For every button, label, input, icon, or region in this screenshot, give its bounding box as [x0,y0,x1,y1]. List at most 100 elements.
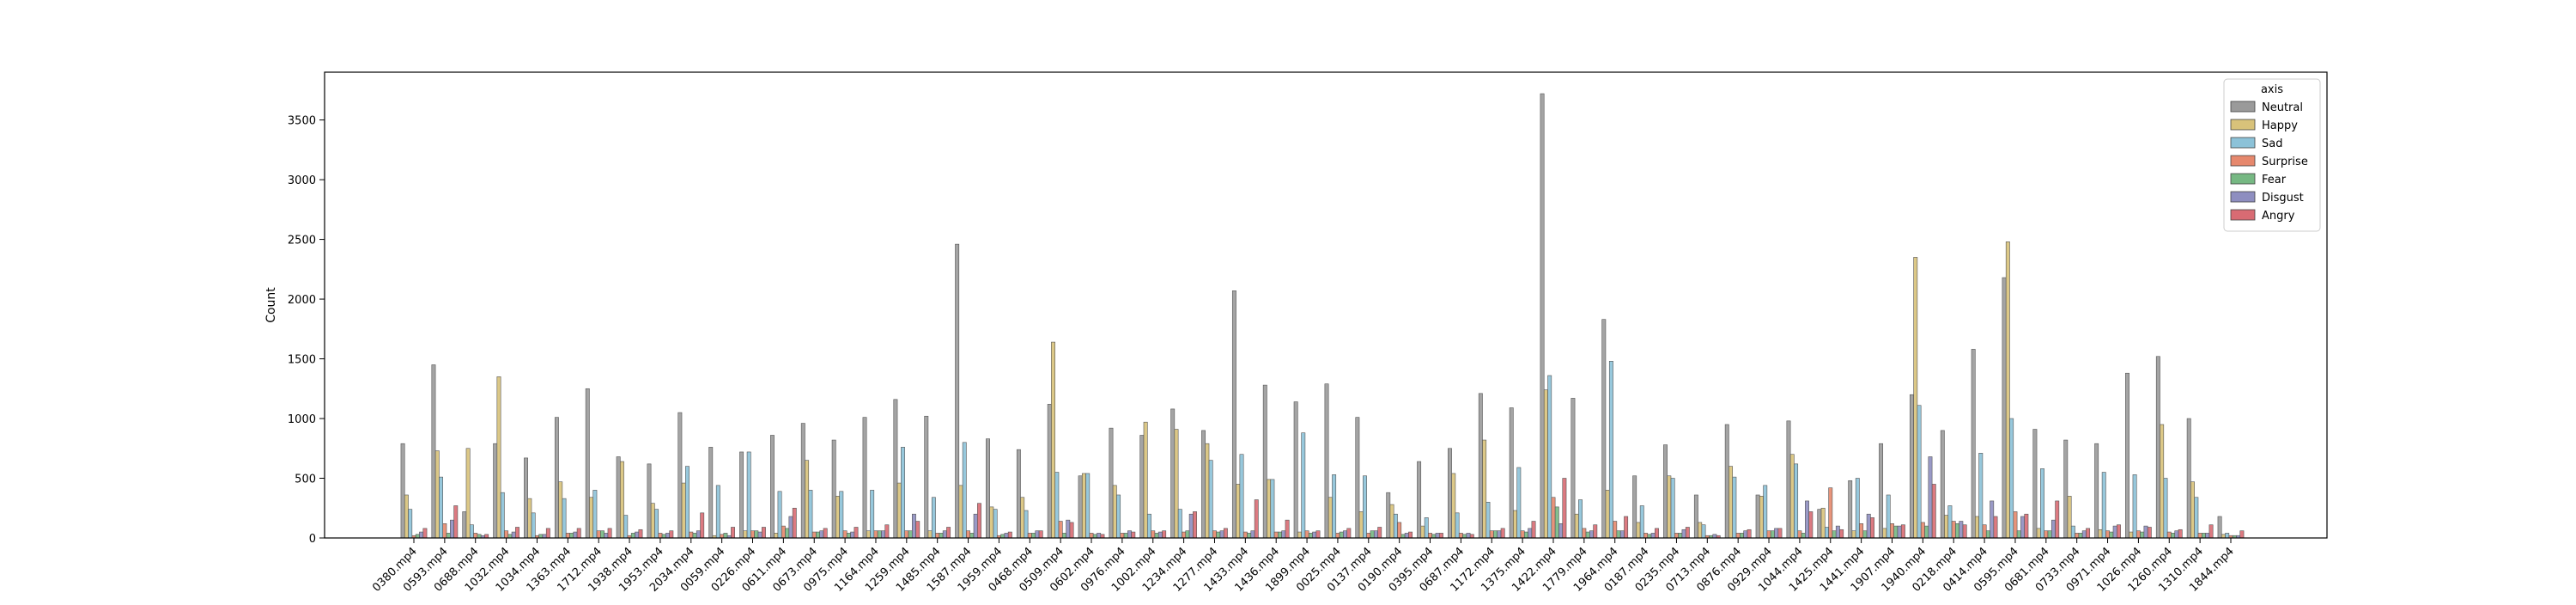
bar [538,534,544,539]
bar [558,481,563,539]
bar [1763,485,1768,539]
bar [1724,424,1729,539]
bar [442,523,447,539]
bar [1069,522,1074,539]
bar [1231,290,1236,539]
bar [862,417,867,539]
bars-layer [400,93,2245,539]
bar [1879,443,1884,539]
bar [630,533,635,539]
bar [1089,533,1094,539]
bar [1497,530,1502,539]
bar [962,442,967,539]
bar [669,530,674,539]
legend-label: Fear [2262,174,2287,186]
bar [1143,421,1148,539]
bar [1759,496,1764,539]
bar [1081,473,1086,539]
bar [770,435,775,539]
bar [781,525,786,539]
bar [453,505,459,539]
bar [1400,534,1406,539]
bar [1451,473,1456,539]
bar [2163,478,2168,539]
bar [1667,475,1672,539]
bar [1131,531,1136,539]
bar [715,485,720,539]
bar [661,534,666,539]
bar [2205,533,2210,539]
bar [1139,435,1145,539]
bar [750,530,755,539]
bar [1047,404,1052,539]
bar [589,497,594,539]
bar [1431,534,1437,539]
bar [700,512,705,539]
bar [1766,530,1771,539]
bar [689,531,694,539]
bar [1386,492,1391,539]
bar [1281,530,1286,539]
bar [1239,454,1244,539]
bar [1862,530,1868,539]
bar [1608,361,1613,539]
bar [2186,418,2191,539]
bar [2081,530,2087,539]
bar [554,417,559,539]
bar [1482,439,1487,539]
bar [462,511,467,539]
bar [524,457,528,539]
bar [1355,417,1360,539]
bar [446,533,451,539]
bar [1740,533,1744,539]
bar [1805,500,1809,539]
bar [777,491,782,539]
bar [1100,534,1105,539]
bar [1619,530,1625,539]
bar [1593,524,1598,539]
bar [1278,531,1282,539]
bar [1127,530,1132,539]
bar [2078,533,2083,539]
bar [1578,499,1583,539]
bar [1909,394,1914,539]
bar [596,530,601,539]
bar [1574,513,1579,539]
bar [1000,534,1005,539]
bar [1789,454,1795,539]
bar [1332,474,1337,539]
bar [2171,533,2176,539]
bar [1924,525,1929,539]
bar [2024,513,2029,539]
bar [493,443,498,539]
bar [1543,389,1548,539]
bar [1900,524,1905,539]
bar [2147,527,2152,539]
bar [1493,530,1498,539]
bar [2143,525,2148,539]
bar [496,376,501,539]
bar [1558,523,1564,539]
bar [774,533,779,539]
bar [1188,513,1194,539]
bar [731,527,736,539]
bar [1786,420,1791,539]
bar [1092,534,1097,539]
bar [908,530,913,539]
bar [2225,533,2230,539]
bar [924,415,929,539]
bar [1219,530,1224,539]
bar [720,534,725,539]
bar [788,516,793,539]
bar [1157,531,1163,539]
bar [1589,530,1594,539]
bar [1993,516,1998,539]
bar [1216,531,1221,539]
bar [1016,449,1021,539]
bar [842,530,848,539]
bar [1020,497,1025,539]
bar [911,513,916,539]
bar [1562,478,1567,539]
bar [1038,530,1043,539]
bar [986,438,990,539]
